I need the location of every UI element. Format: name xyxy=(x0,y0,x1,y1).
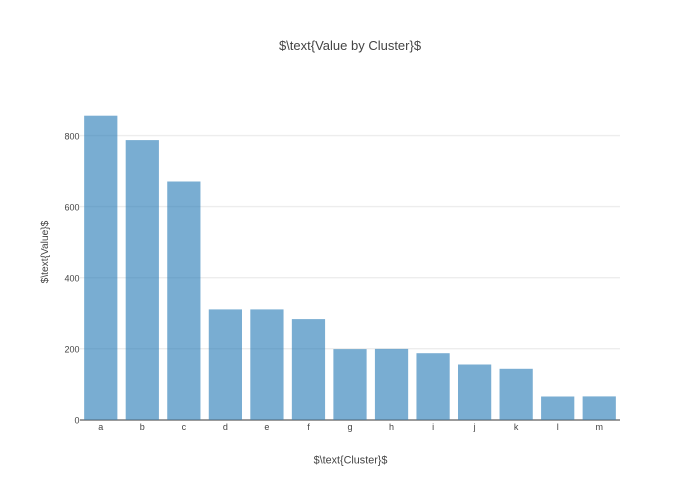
svg-text:h: h xyxy=(389,422,394,432)
svg-text:i: i xyxy=(432,422,434,432)
svg-text:a: a xyxy=(98,422,103,432)
svg-text:$\text{Value}$: $\text{Value}$ xyxy=(40,220,51,283)
svg-text:600: 600 xyxy=(64,202,79,212)
svg-text:$\text{Cluster}$: $\text{Cluster}$ xyxy=(314,455,388,467)
svg-text:d: d xyxy=(223,422,228,432)
svg-text:g: g xyxy=(347,422,352,432)
svg-text:0: 0 xyxy=(74,416,79,426)
svg-text:b: b xyxy=(140,422,145,432)
svg-text:j: j xyxy=(473,422,476,432)
svg-text:$\text{Value by Cluster}$: $\text{Value by Cluster}$ xyxy=(279,38,422,53)
svg-text:f: f xyxy=(307,422,310,432)
svg-text:c: c xyxy=(182,422,187,432)
svg-text:200: 200 xyxy=(64,344,79,354)
svg-text:400: 400 xyxy=(64,273,79,283)
svg-text:800: 800 xyxy=(64,131,79,141)
svg-text:e: e xyxy=(264,422,269,432)
svg-text:k: k xyxy=(514,422,519,432)
svg-text:m: m xyxy=(595,422,603,432)
svg-text:l: l xyxy=(557,422,559,432)
